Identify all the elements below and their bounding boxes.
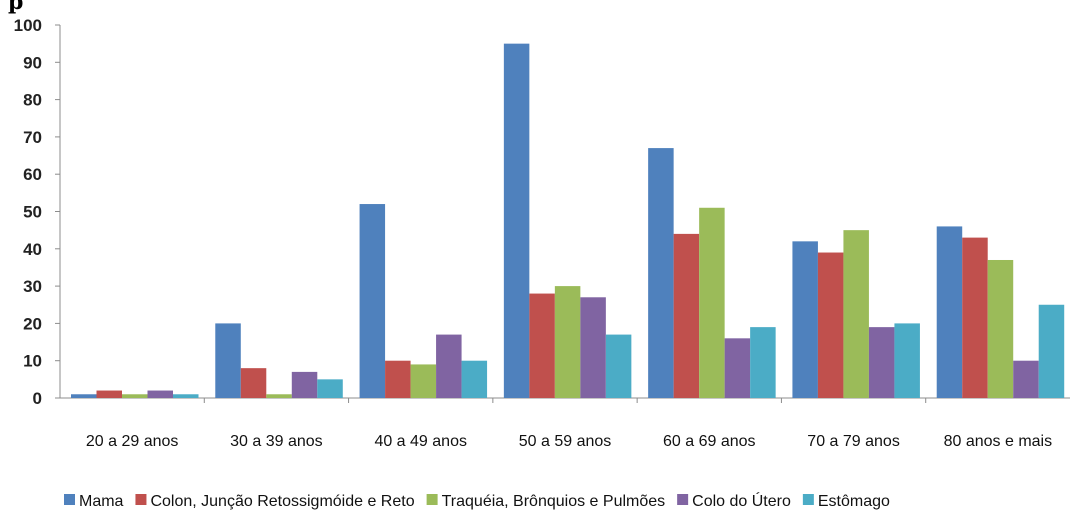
y-tick-label: 70	[23, 128, 42, 147]
bar	[122, 394, 148, 398]
legend-swatch	[426, 494, 438, 505]
legend-swatch	[677, 494, 689, 505]
y-tick-label: 30	[23, 277, 42, 296]
bar	[359, 204, 386, 398]
bar	[648, 148, 674, 398]
chart-title-clip: p	[0, 0, 1070, 20]
bar	[724, 338, 751, 398]
bar	[385, 360, 411, 398]
bar	[529, 293, 555, 398]
y-tick-label: 60	[23, 165, 42, 184]
x-tick-label: 20 a 29 anos	[86, 433, 179, 450]
legend-swatch	[802, 494, 814, 505]
bar	[750, 327, 776, 398]
chart-title: p	[8, 0, 24, 15]
bar	[291, 371, 318, 398]
bar	[792, 241, 818, 398]
x-tick-label: 80 anos e mais	[944, 433, 1053, 450]
x-tick-label: 70 a 79 anos	[807, 433, 900, 450]
bar	[317, 379, 343, 398]
y-tick-label: 50	[23, 203, 42, 222]
legend-label: Mama	[79, 493, 124, 510]
axes: 0 10 20 30 40 50 60 70 80 90 100 20 a 29 anos 30 a 3…	[14, 16, 1070, 450]
x-tick-label: 30 a 39 anos	[230, 433, 323, 450]
bar	[605, 334, 632, 398]
bar	[410, 364, 437, 398]
bar	[962, 237, 988, 398]
bar	[147, 390, 173, 398]
y-tick-label: 80	[23, 91, 42, 110]
bar	[580, 297, 606, 398]
legend-label: Traquéia, Brônquios e Pulmões	[442, 493, 666, 510]
bar	[503, 43, 530, 399]
y-tick-label: 10	[23, 352, 42, 371]
y-tick-label: 20	[23, 314, 42, 333]
legend-label: Colo do Útero	[692, 491, 791, 510]
bar	[673, 233, 700, 398]
x-tick-label: 60 a 69 anos	[663, 433, 756, 450]
bar	[987, 259, 1014, 398]
bar	[554, 286, 581, 398]
y-tick-label: 40	[23, 240, 42, 259]
bar	[71, 394, 97, 398]
y-tick-label: 90	[23, 53, 42, 72]
legend-label: Colon, Junção Retossigmóide e Reto	[150, 493, 414, 510]
bar	[215, 323, 241, 398]
bar	[266, 394, 292, 398]
x-tick-label: 40 a 49 anos	[374, 433, 467, 450]
legend-label: Estômago	[818, 493, 890, 510]
legend-swatch	[64, 494, 75, 505]
y-tick-label: 100	[14, 16, 42, 35]
bar	[1038, 304, 1065, 398]
legend-swatch	[135, 494, 147, 505]
bar	[894, 323, 920, 398]
bars	[71, 43, 1065, 399]
x-tick-label: 50 a 59 anos	[519, 433, 612, 450]
bar	[1013, 360, 1039, 398]
bar	[173, 394, 199, 398]
legend: Mama Colon, Junção Retossigmóide e Reto Tr…	[64, 491, 890, 510]
bar	[96, 390, 122, 398]
y-tick-label: 0	[33, 389, 42, 408]
bar	[817, 252, 844, 398]
bar	[240, 368, 267, 398]
bar	[461, 360, 488, 398]
bar	[436, 334, 462, 398]
bar	[868, 327, 895, 398]
bar	[699, 207, 725, 398]
bar	[843, 230, 869, 398]
bar	[936, 226, 963, 398]
